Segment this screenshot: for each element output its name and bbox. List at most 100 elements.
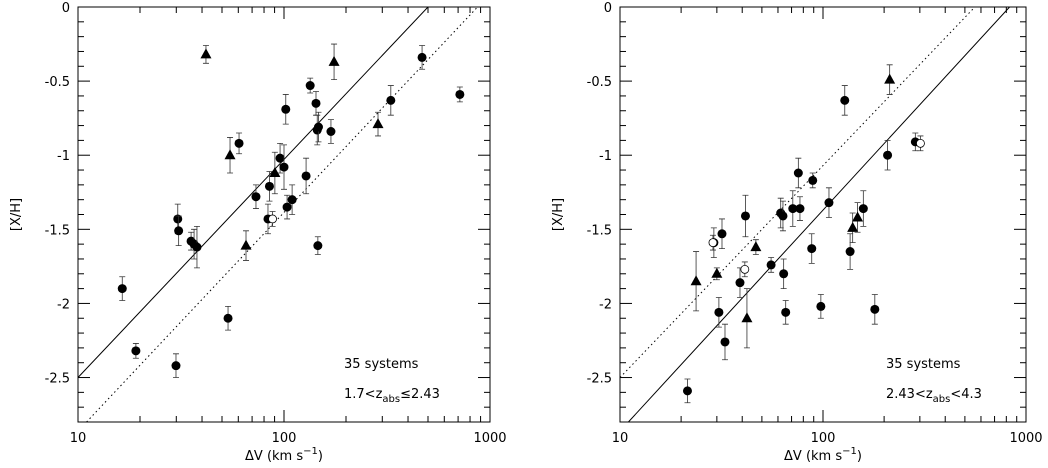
fit-line	[628, 7, 1010, 422]
filled-point	[192, 242, 202, 252]
filled-point	[282, 202, 292, 212]
filled-point	[313, 122, 323, 132]
filled-point	[740, 211, 750, 221]
annotation-part: <4.3	[950, 387, 982, 402]
triangle-point	[224, 149, 236, 160]
x-axis-label-part: )	[857, 449, 862, 464]
plot-frame	[619, 6, 1027, 423]
x-axis-label-part: −1	[303, 446, 318, 457]
filled-point	[223, 313, 233, 323]
y-tick-label: -1	[57, 149, 70, 164]
y-axis-label: [X/H]	[9, 198, 24, 231]
filled-point	[870, 304, 880, 314]
x-axis-label-part: −1	[842, 446, 857, 457]
open-point	[708, 238, 718, 248]
annotation-part: 35 systems	[344, 357, 419, 372]
annotation: 35 systems	[886, 357, 961, 372]
x-tick-label: 100	[272, 431, 297, 446]
y-tick-label: -0.5	[587, 75, 612, 90]
x-axis-label-part: ΔV (km s	[245, 449, 303, 464]
triangle-point	[847, 221, 859, 232]
filled-point	[174, 226, 184, 236]
fit-lines	[78, 7, 478, 422]
filled-point	[131, 346, 141, 356]
filled-point	[251, 192, 261, 202]
y-tick-label: -1	[599, 149, 612, 164]
filled-point	[717, 229, 727, 239]
triangle-point	[690, 275, 702, 286]
filled-point	[264, 181, 274, 191]
filled-point	[807, 244, 817, 254]
x-axis-label: ΔV (km s−1)	[784, 446, 862, 464]
y-tick-label: -1.5	[45, 223, 70, 238]
filled-point	[714, 307, 724, 317]
annotation-part: abs	[382, 394, 400, 405]
y-tick-label: -2.5	[587, 372, 612, 387]
x-tick-label: 10	[612, 431, 629, 446]
filled-point	[326, 127, 336, 136]
filled-point	[455, 89, 465, 99]
fit-line	[620, 7, 976, 378]
triangle-point	[200, 48, 212, 59]
x-tick-label: 1000	[473, 431, 506, 446]
y-tick-label: -1.5	[587, 223, 612, 238]
y-tick-label: 0	[604, 1, 612, 16]
filled-point	[766, 260, 776, 270]
triangle-point	[852, 211, 864, 222]
triangle-point	[269, 167, 281, 177]
annotation-part: 2.43<z	[886, 387, 933, 402]
y-tick-label: -0.5	[45, 75, 70, 90]
filled-point	[824, 198, 834, 208]
x-tick-label: 100	[811, 431, 836, 446]
filled-point	[883, 150, 893, 160]
filled-point	[275, 153, 285, 163]
filled-point	[171, 361, 181, 371]
filled-point	[305, 81, 315, 91]
triangle-point	[372, 118, 384, 129]
filled-point	[311, 98, 321, 108]
fit-line	[86, 7, 478, 422]
filled-point	[778, 211, 788, 221]
filled-point	[858, 204, 868, 214]
annotation-part: ≤2.43	[400, 387, 440, 402]
triangle-point	[240, 239, 252, 250]
y-tick-label: -2	[57, 297, 70, 312]
filled-point	[682, 386, 692, 396]
filled-point	[779, 269, 789, 279]
filled-point	[840, 95, 850, 105]
x-axis-label: ΔV (km s−1)	[245, 446, 323, 464]
triangle-point	[750, 241, 762, 252]
filled-point	[735, 278, 745, 288]
y-tick-label: 0	[62, 1, 70, 16]
annotation: 35 systems	[344, 357, 419, 372]
filled-point	[313, 241, 323, 251]
x-tick-label: 10	[70, 431, 87, 446]
filled-point	[301, 171, 311, 181]
triangle-point	[328, 55, 340, 66]
filled-point	[287, 195, 297, 205]
filled-point	[720, 337, 730, 347]
open-point	[916, 138, 925, 148]
x-axis-label-part: ΔV (km s	[784, 449, 842, 464]
filled-point	[386, 95, 396, 105]
fit-line	[78, 7, 429, 378]
filled-point	[816, 301, 826, 311]
filled-point	[793, 168, 803, 178]
filled-point	[417, 52, 427, 62]
y-axis-label: [X/H]	[551, 198, 566, 231]
triangle-point	[711, 267, 723, 278]
filled-point	[781, 307, 791, 317]
filled-point	[845, 247, 855, 257]
filled-point	[234, 138, 244, 148]
annotation-part: 35 systems	[886, 357, 961, 372]
x-tick-label: 1000	[1009, 431, 1042, 446]
x-axis-label-part: )	[318, 449, 323, 464]
annotation-part: abs	[933, 394, 951, 405]
filled-point	[788, 204, 798, 214]
filled-point	[279, 162, 289, 172]
triangle-point	[741, 312, 753, 323]
filled-point	[808, 175, 818, 185]
triangle-point	[884, 73, 896, 84]
plot-frame	[77, 6, 491, 423]
